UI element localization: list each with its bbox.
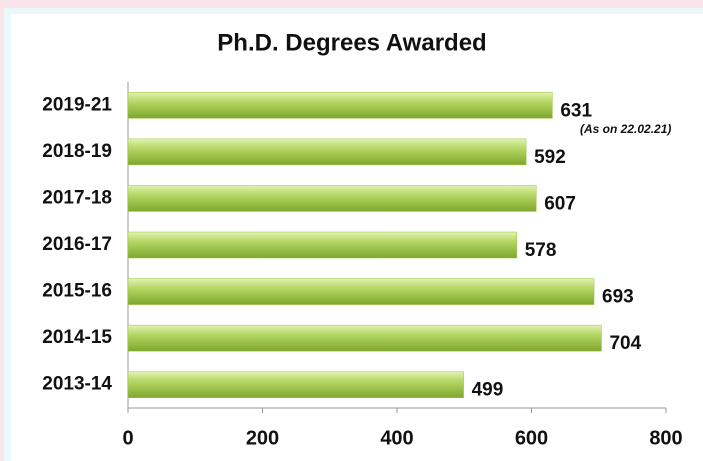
- y-tick-label: 2017-18: [42, 187, 112, 208]
- y-tick-label: 2013-14: [42, 374, 112, 395]
- chart-title: Ph.D. Degrees Awarded: [217, 29, 486, 56]
- value-label: 704: [609, 333, 641, 354]
- bar: [127, 185, 537, 212]
- bar: [127, 371, 464, 398]
- x-tick-label: 800: [649, 427, 682, 449]
- value-label: 631: [560, 100, 592, 121]
- value-label: 693: [602, 287, 634, 308]
- x-tick-label: 400: [380, 427, 413, 449]
- annotation: (As on 22.02.21): [580, 122, 671, 136]
- value-label: 592: [534, 147, 566, 168]
- y-tick-label: 2015-16: [42, 281, 112, 302]
- value-label: 499: [472, 380, 504, 401]
- bar: [127, 231, 517, 259]
- x-tick-label: 200: [246, 427, 279, 449]
- bar: [127, 278, 595, 305]
- bar: [127, 92, 553, 119]
- y-tick-label: 2014-15: [42, 327, 112, 348]
- value-label: 578: [525, 240, 557, 261]
- y-tick-label: 2018-19: [42, 141, 112, 162]
- x-tick-label: 600: [515, 427, 548, 449]
- x-tick-label: 0: [122, 427, 133, 449]
- bar: [127, 324, 602, 352]
- value-label: 607: [544, 193, 576, 214]
- y-tick-label: 2016-17: [42, 234, 112, 255]
- bar: [127, 138, 527, 166]
- y-tick-label: 2019-21: [42, 94, 112, 115]
